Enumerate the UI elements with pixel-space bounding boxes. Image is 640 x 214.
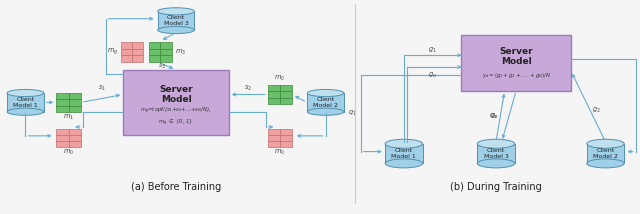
Bar — [68, 129, 81, 135]
Text: $y_a = (g_1 + g_2 + ... + g_N)/N$: $y_a = (g_1 + g_2 + ... + g_N)/N$ — [482, 71, 550, 80]
Text: $m_0$: $m_0$ — [63, 148, 74, 157]
Text: Client
Model 3: Client Model 3 — [164, 15, 188, 26]
Text: $q_1$: $q_1$ — [348, 109, 356, 118]
Text: Client
Model 1: Client Model 1 — [392, 148, 416, 159]
Ellipse shape — [307, 108, 344, 115]
Bar — [132, 49, 143, 55]
Text: $m_0$: $m_0$ — [275, 148, 285, 157]
Ellipse shape — [477, 159, 515, 168]
Bar — [160, 49, 172, 55]
Bar — [68, 106, 81, 112]
Bar — [56, 135, 68, 141]
Bar — [268, 91, 280, 98]
Text: $q_s$: $q_s$ — [489, 111, 497, 121]
Bar — [120, 49, 132, 55]
Text: (b) During Training: (b) During Training — [450, 182, 542, 192]
Bar — [157, 11, 195, 30]
Text: $m_0$: $m_0$ — [275, 74, 285, 83]
Bar — [385, 144, 422, 163]
Text: $m_g$: $m_g$ — [107, 47, 118, 57]
Bar — [7, 93, 44, 112]
Bar — [148, 55, 160, 62]
Ellipse shape — [587, 139, 624, 148]
Ellipse shape — [7, 108, 44, 115]
Text: Client
Model 3: Client Model 3 — [484, 148, 508, 159]
Bar — [68, 99, 81, 106]
Ellipse shape — [7, 89, 44, 97]
Bar — [148, 42, 160, 49]
Bar — [587, 144, 624, 163]
Text: $m_g$=topK($s_1$$+$$s_2$$+$...$+$$s_N$/N),
$m_g$ $\in$ {0, 1}: $m_g$=topK($s_1$$+$$s_2$$+$...$+$$s_N$/N… — [140, 106, 212, 128]
Bar — [132, 42, 143, 49]
Bar — [160, 42, 172, 49]
Text: Server
Model: Server Model — [159, 85, 193, 104]
Bar — [268, 98, 280, 104]
Text: $g_1$: $g_1$ — [428, 46, 437, 55]
Text: $g_u$: $g_u$ — [428, 71, 437, 80]
Bar — [280, 135, 292, 141]
Bar — [123, 70, 228, 135]
Text: $s_2$: $s_2$ — [244, 84, 252, 93]
Text: $s_1$: $s_1$ — [98, 84, 106, 93]
Bar — [307, 93, 344, 112]
Text: $m_1$: $m_1$ — [63, 113, 74, 122]
Bar — [68, 92, 81, 99]
Bar — [268, 85, 280, 91]
Text: (a) Before Training: (a) Before Training — [131, 182, 221, 192]
Bar — [160, 55, 172, 62]
Text: Client
Model 2: Client Model 2 — [313, 97, 338, 108]
Bar — [56, 99, 68, 106]
Bar — [120, 42, 132, 49]
Text: $q_2$: $q_2$ — [639, 101, 640, 110]
Bar — [56, 92, 68, 99]
Bar — [56, 129, 68, 135]
Ellipse shape — [307, 89, 344, 97]
Ellipse shape — [587, 159, 624, 168]
Bar — [477, 144, 515, 163]
Bar — [268, 129, 280, 135]
Text: Client
Model 1: Client Model 1 — [13, 97, 38, 108]
Bar — [280, 141, 292, 147]
Bar — [148, 49, 160, 55]
Bar — [56, 106, 68, 112]
Bar — [268, 135, 280, 141]
Ellipse shape — [157, 8, 195, 15]
Bar — [280, 129, 292, 135]
Text: Client
Model 2: Client Model 2 — [593, 148, 618, 159]
Bar — [68, 141, 81, 147]
Bar — [461, 36, 571, 91]
Bar — [280, 91, 292, 98]
Bar — [280, 98, 292, 104]
Text: Server
Model: Server Model — [499, 47, 533, 66]
Text: $m_3$: $m_3$ — [175, 48, 186, 57]
Ellipse shape — [157, 27, 195, 34]
Text: $g_s$: $g_s$ — [490, 111, 499, 121]
Bar — [68, 135, 81, 141]
Text: $g_2$: $g_2$ — [593, 106, 601, 115]
Ellipse shape — [385, 159, 422, 168]
Bar — [268, 141, 280, 147]
Bar — [56, 141, 68, 147]
Bar — [132, 55, 143, 62]
Ellipse shape — [385, 139, 422, 148]
Ellipse shape — [477, 139, 515, 148]
Bar — [280, 85, 292, 91]
Bar — [120, 55, 132, 62]
Text: $s_3$: $s_3$ — [158, 62, 166, 71]
